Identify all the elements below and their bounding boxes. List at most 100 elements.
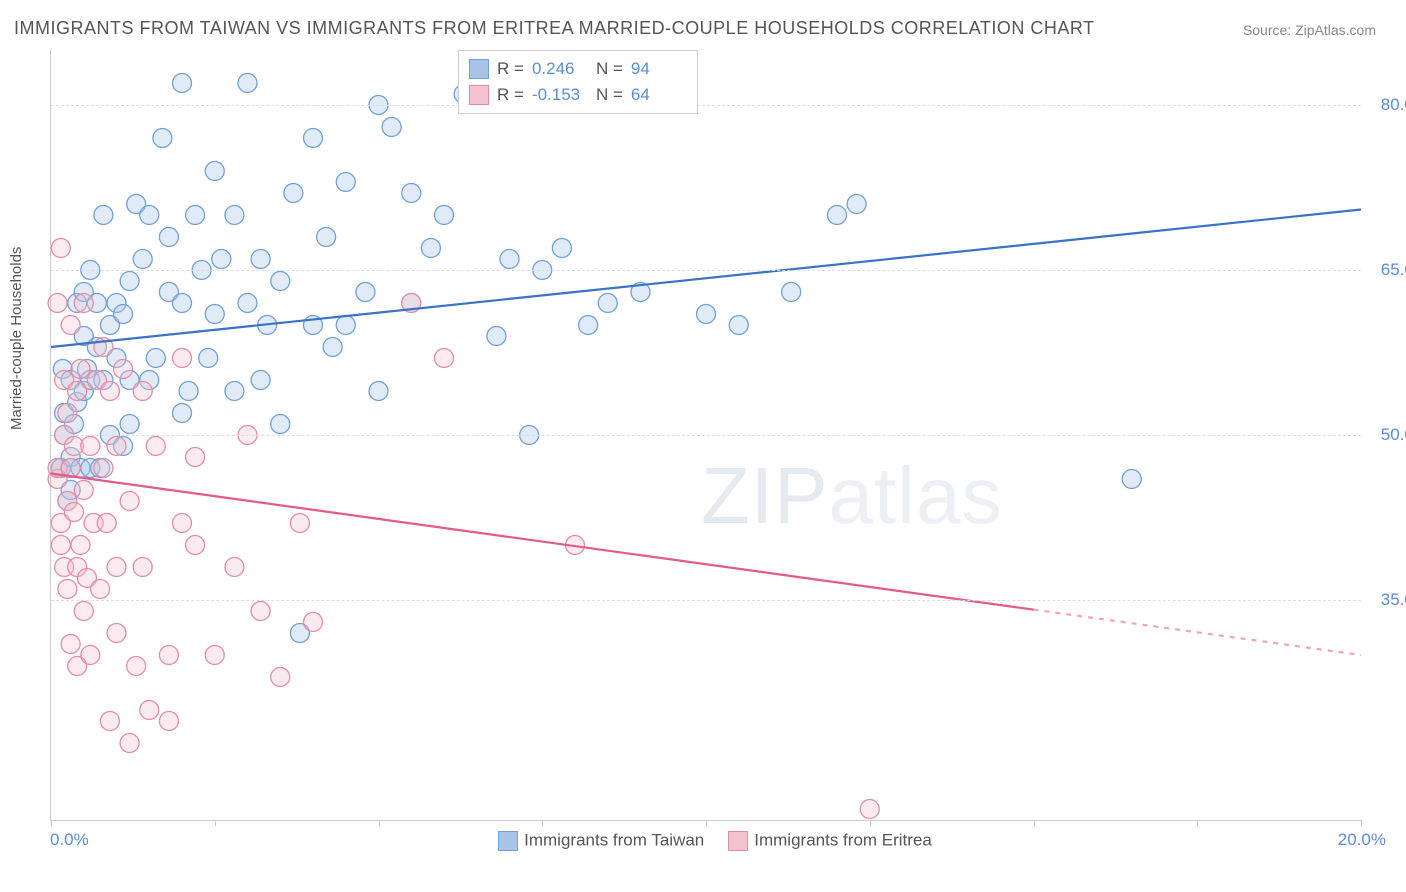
- data-point: [146, 437, 165, 456]
- data-point: [173, 294, 192, 313]
- n-label: N =: [596, 59, 623, 79]
- data-point: [205, 162, 224, 181]
- data-point: [173, 514, 192, 533]
- y-tick-label: 50.0%: [1369, 425, 1406, 445]
- data-point: [212, 250, 231, 269]
- data-point: [173, 349, 192, 368]
- data-point: [68, 382, 87, 401]
- data-point: [127, 657, 146, 676]
- data-point: [94, 459, 113, 478]
- data-point: [356, 283, 375, 302]
- data-point: [290, 514, 309, 533]
- y-tick-label: 65.0%: [1369, 260, 1406, 280]
- legend-swatch: [728, 831, 748, 851]
- data-point: [61, 635, 80, 654]
- data-point: [133, 382, 152, 401]
- data-point: [74, 481, 93, 500]
- data-point: [51, 536, 70, 555]
- data-point: [782, 283, 801, 302]
- data-point: [304, 129, 323, 148]
- data-point: [199, 349, 218, 368]
- data-point: [369, 382, 388, 401]
- data-point: [159, 712, 178, 731]
- data-point: [225, 382, 244, 401]
- data-point: [284, 184, 303, 203]
- data-point: [159, 646, 178, 665]
- data-point: [336, 173, 355, 192]
- data-point: [74, 602, 93, 621]
- x-tick-mark: [542, 820, 543, 826]
- data-point: [729, 316, 748, 335]
- data-point: [100, 712, 119, 731]
- y-axis-label: Married-couple Households: [8, 247, 25, 430]
- data-point: [140, 701, 159, 720]
- gridline-h: [51, 105, 1361, 106]
- data-point: [71, 536, 90, 555]
- data-point: [697, 305, 716, 324]
- data-point: [100, 382, 119, 401]
- correlation-row: R =-0.153N =64: [469, 82, 687, 108]
- data-point: [64, 503, 83, 522]
- legend-label: Immigrants from Eritrea: [754, 831, 932, 850]
- data-point: [238, 294, 257, 313]
- data-point: [48, 294, 67, 313]
- data-point: [186, 536, 205, 555]
- data-point: [120, 492, 139, 511]
- data-point: [114, 360, 133, 379]
- legend-label: Immigrants from Taiwan: [524, 831, 704, 850]
- data-point: [140, 206, 159, 225]
- data-point: [133, 250, 152, 269]
- r-value: -0.153: [532, 85, 588, 105]
- x-tick-mark: [1361, 820, 1362, 826]
- data-point: [251, 371, 270, 390]
- x-tick-mark: [51, 820, 52, 826]
- data-point: [58, 404, 77, 423]
- data-point: [114, 305, 133, 324]
- plot-area: ZIPatlas 35.0%50.0%65.0%80.0%: [50, 50, 1361, 821]
- chart-title: IMMIGRANTS FROM TAIWAN VS IMMIGRANTS FRO…: [14, 18, 1095, 39]
- data-point: [179, 382, 198, 401]
- data-point: [251, 602, 270, 621]
- x-tick-mark: [379, 820, 380, 826]
- data-point: [107, 437, 126, 456]
- chart-source: Source: ZipAtlas.com: [1243, 22, 1376, 38]
- data-point: [304, 613, 323, 632]
- data-point: [120, 415, 139, 434]
- data-point: [173, 74, 192, 93]
- data-point: [271, 415, 290, 434]
- data-point: [402, 184, 421, 203]
- data-point: [97, 514, 116, 533]
- data-point: [317, 228, 336, 247]
- data-point: [435, 206, 454, 225]
- data-point: [120, 734, 139, 753]
- gridline-h: [51, 270, 1361, 271]
- data-point: [271, 272, 290, 291]
- data-point: [61, 316, 80, 335]
- y-tick-label: 35.0%: [1369, 590, 1406, 610]
- data-point: [487, 327, 506, 346]
- data-point: [251, 250, 270, 269]
- data-point: [860, 800, 879, 819]
- data-point: [159, 228, 178, 247]
- data-point: [107, 558, 126, 577]
- data-point: [552, 239, 571, 258]
- data-point: [81, 646, 100, 665]
- n-label: N =: [596, 85, 623, 105]
- x-tick-mark: [1197, 820, 1198, 826]
- data-point: [81, 437, 100, 456]
- legend-swatch: [469, 59, 489, 79]
- data-point: [186, 448, 205, 467]
- data-point: [225, 206, 244, 225]
- y-tick-label: 80.0%: [1369, 95, 1406, 115]
- data-point: [500, 250, 519, 269]
- data-point: [74, 294, 93, 313]
- data-point: [435, 349, 454, 368]
- x-tick-mark: [706, 820, 707, 826]
- data-point: [91, 580, 110, 599]
- data-point: [133, 558, 152, 577]
- data-point: [1122, 470, 1141, 489]
- data-point: [173, 404, 192, 423]
- data-point: [598, 294, 617, 313]
- data-point: [71, 360, 90, 379]
- r-value: 0.246: [532, 59, 588, 79]
